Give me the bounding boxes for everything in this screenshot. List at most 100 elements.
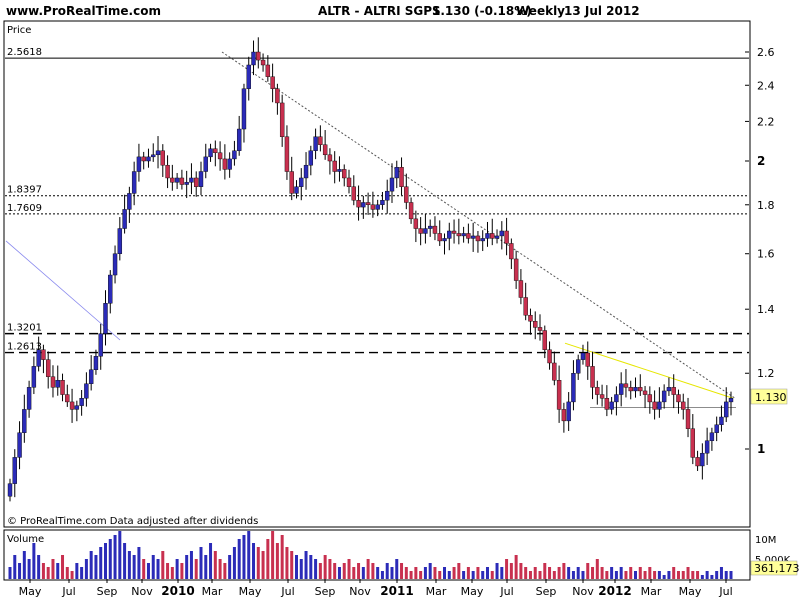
candle-body xyxy=(466,233,471,239)
volume-bar xyxy=(505,559,509,579)
volume-bar xyxy=(610,567,614,579)
site-link[interactable]: www.ProRealTime.com xyxy=(6,4,161,18)
price-candle xyxy=(714,416,719,442)
price-candle xyxy=(74,400,80,422)
price-candle xyxy=(256,37,261,69)
volume-bar xyxy=(485,567,489,579)
resistance-trendline xyxy=(221,51,736,399)
price-candle xyxy=(700,443,705,480)
candle-body xyxy=(513,258,519,281)
price-candle xyxy=(480,230,485,252)
candle-body xyxy=(136,156,142,172)
price-candle xyxy=(447,222,452,251)
price-candle xyxy=(657,387,662,418)
x-tick-label: 2010 xyxy=(161,584,194,598)
price-candle xyxy=(442,233,447,255)
price-candle xyxy=(136,143,142,182)
price-candle xyxy=(370,191,376,218)
y-tick-label: 2.2 xyxy=(757,115,775,128)
x-tick-label: 2012 xyxy=(598,584,631,598)
x-tick-label: Mar xyxy=(426,585,447,598)
volume-bar xyxy=(586,563,590,579)
price-candle xyxy=(671,374,676,409)
volume-bar xyxy=(118,531,122,579)
volume-bar xyxy=(357,563,361,579)
candle-body xyxy=(141,156,146,162)
price-candle xyxy=(537,314,543,341)
price-candle xyxy=(337,156,342,182)
price-candle xyxy=(189,163,194,195)
candle-body xyxy=(661,390,667,403)
price-candle xyxy=(509,238,514,270)
volume-bar xyxy=(280,535,284,579)
candle-body xyxy=(447,230,452,239)
candle-body xyxy=(251,51,256,66)
candle-body xyxy=(485,233,490,239)
volume-bar xyxy=(614,571,618,579)
price-candle xyxy=(299,168,304,201)
level-label: 2.5618 xyxy=(7,47,42,58)
price-candle xyxy=(103,290,108,346)
candle-body xyxy=(385,190,390,201)
volume-bar xyxy=(676,571,680,579)
volume-bar xyxy=(457,563,461,579)
support-trendline xyxy=(5,240,121,341)
price-panel xyxy=(3,20,751,528)
price-candle xyxy=(580,344,586,365)
volume-bar xyxy=(304,551,308,579)
price-candle xyxy=(236,115,242,156)
candle-body xyxy=(590,366,595,388)
volume-bar xyxy=(266,539,270,579)
price-candle xyxy=(566,392,571,431)
price-candle xyxy=(437,220,442,246)
volume-bar xyxy=(528,571,532,579)
candle-body xyxy=(681,401,686,410)
candle-body xyxy=(642,390,648,395)
candle-body xyxy=(174,177,180,183)
price-candle xyxy=(45,351,51,389)
price-candle xyxy=(389,163,395,203)
price-candle xyxy=(404,173,409,210)
volume-bar xyxy=(653,571,657,579)
candle-body xyxy=(337,169,342,172)
candle-body xyxy=(671,387,676,395)
y-tick-label: 2 xyxy=(757,154,765,168)
price-candle xyxy=(265,55,271,82)
volume-tick-label: 5,000K xyxy=(755,555,791,566)
level-label: 1.3201 xyxy=(7,323,42,334)
price-candle xyxy=(174,173,180,190)
volume-bar xyxy=(567,567,571,579)
price-candle xyxy=(533,311,538,340)
volume-bar xyxy=(285,547,289,579)
volume-bar xyxy=(142,559,146,579)
volume-bar xyxy=(199,547,203,579)
volume-bar xyxy=(662,575,666,579)
volume-bar xyxy=(361,567,365,579)
candle-body xyxy=(117,228,123,254)
candle-body xyxy=(60,380,65,395)
x-tick-label: May xyxy=(239,585,262,598)
candle-body xyxy=(41,349,46,360)
volume-bar xyxy=(294,555,298,579)
candle-body xyxy=(127,193,132,210)
candle-body xyxy=(12,457,17,484)
volume-bar xyxy=(333,563,337,579)
candle-body xyxy=(509,243,514,260)
candle-body xyxy=(294,186,299,194)
volume-bar xyxy=(113,535,117,579)
volume-bar xyxy=(438,571,442,579)
candle-body xyxy=(303,164,309,179)
candle-body xyxy=(652,401,657,410)
candle-body xyxy=(389,177,395,192)
volume-bar xyxy=(481,571,485,579)
volume-bar xyxy=(380,571,384,579)
candle-body xyxy=(418,228,423,234)
price-candle xyxy=(303,152,309,190)
candle-body xyxy=(36,349,41,367)
price-candle xyxy=(461,226,466,243)
candle-body xyxy=(260,59,266,66)
price-candle xyxy=(365,192,371,215)
price-candle xyxy=(93,349,99,375)
volume-bar xyxy=(543,563,547,579)
